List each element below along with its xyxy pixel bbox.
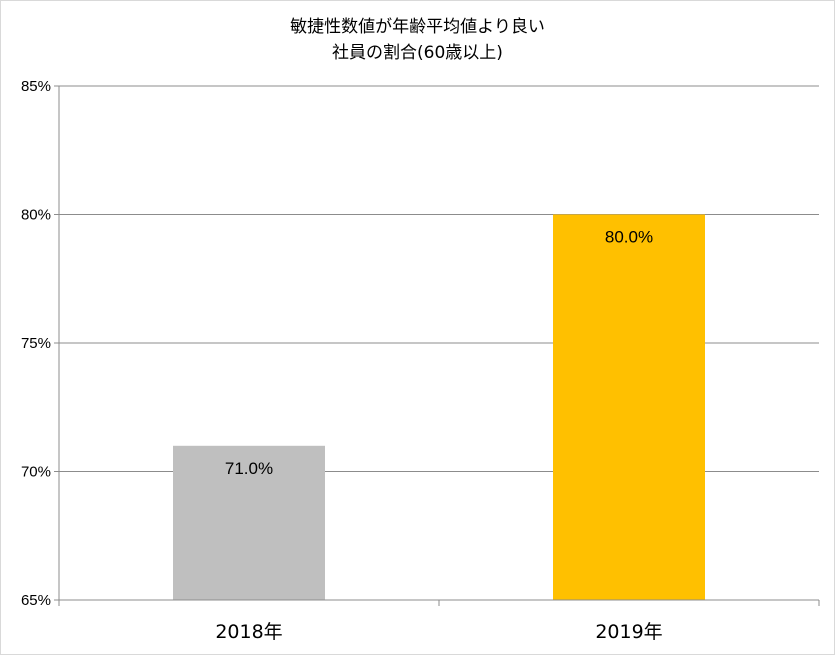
y-tick-label-85: 85%	[21, 78, 51, 95]
chart-title-line-2: 社員の割合(60歳以上)	[332, 43, 503, 63]
bar-2018年	[173, 445, 325, 600]
y-tick-label-80: 80%	[21, 207, 51, 224]
data-label-2019年: 80.0%	[605, 228, 653, 247]
x-category-label-2018年: 2018年	[215, 621, 282, 643]
chart-title-line-1: 敏捷性数値が年齢平均値より良い	[290, 17, 545, 37]
chart-title: 敏捷性数値が年齢平均値より良い 社員の割合(60歳以上)	[0, 14, 835, 66]
y-tick-label-70: 70%	[21, 464, 51, 481]
y-tick-label-65: 65%	[21, 592, 51, 609]
bar-2019年	[553, 214, 705, 600]
data-label-2018年: 71.0%	[225, 459, 273, 478]
y-tick-label-75: 75%	[21, 335, 51, 352]
x-category-label-2019年: 2019年	[595, 621, 662, 643]
